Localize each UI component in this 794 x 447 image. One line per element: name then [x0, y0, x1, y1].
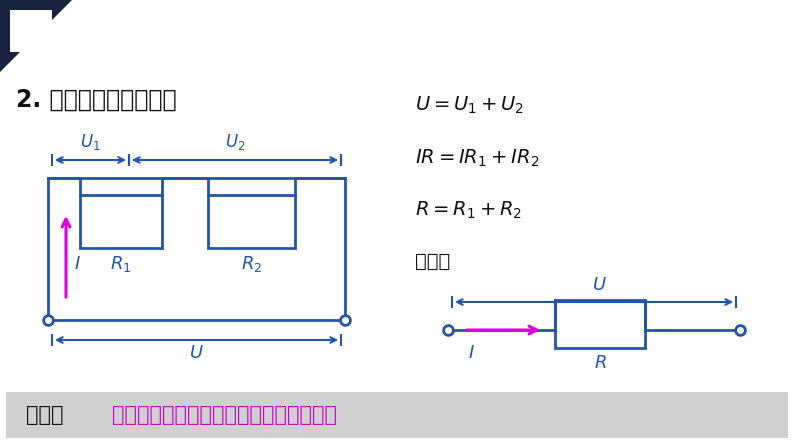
Text: 串联电路中的总电阻等于各串联电阻之和: 串联电路中的总电阻等于各串联电阻之和 — [112, 405, 337, 425]
Bar — [80, 195, 162, 248]
Text: $U$: $U$ — [189, 344, 204, 362]
Polygon shape — [0, 0, 72, 72]
Text: $R_2$: $R_2$ — [241, 254, 262, 274]
Text: $U_1$: $U_1$ — [80, 132, 101, 152]
Polygon shape — [10, 10, 52, 52]
Text: $I$: $I$ — [74, 255, 81, 273]
Bar — [6, 392, 788, 438]
Text: $U$: $U$ — [592, 276, 607, 294]
Text: $U = U_1 + U_2$: $U = U_1 + U_2$ — [415, 95, 524, 116]
Text: 结论：: 结论： — [26, 405, 64, 425]
Polygon shape — [30, 28, 52, 52]
Text: $IR = IR_1 + IR_2$: $IR = IR_1 + IR_2$ — [415, 148, 539, 169]
Bar — [555, 300, 645, 348]
Text: 2. 串联电路中电阻关系: 2. 串联电路中电阻关系 — [16, 88, 176, 112]
Text: $R_1$: $R_1$ — [110, 254, 132, 274]
Text: $I$: $I$ — [468, 344, 475, 362]
Text: 等效于: 等效于 — [415, 252, 450, 271]
Text: $R = R_1 + R_2$: $R = R_1 + R_2$ — [415, 200, 522, 221]
Bar — [208, 195, 295, 248]
Text: $U_2$: $U_2$ — [225, 132, 245, 152]
Text: $R$: $R$ — [594, 354, 607, 372]
